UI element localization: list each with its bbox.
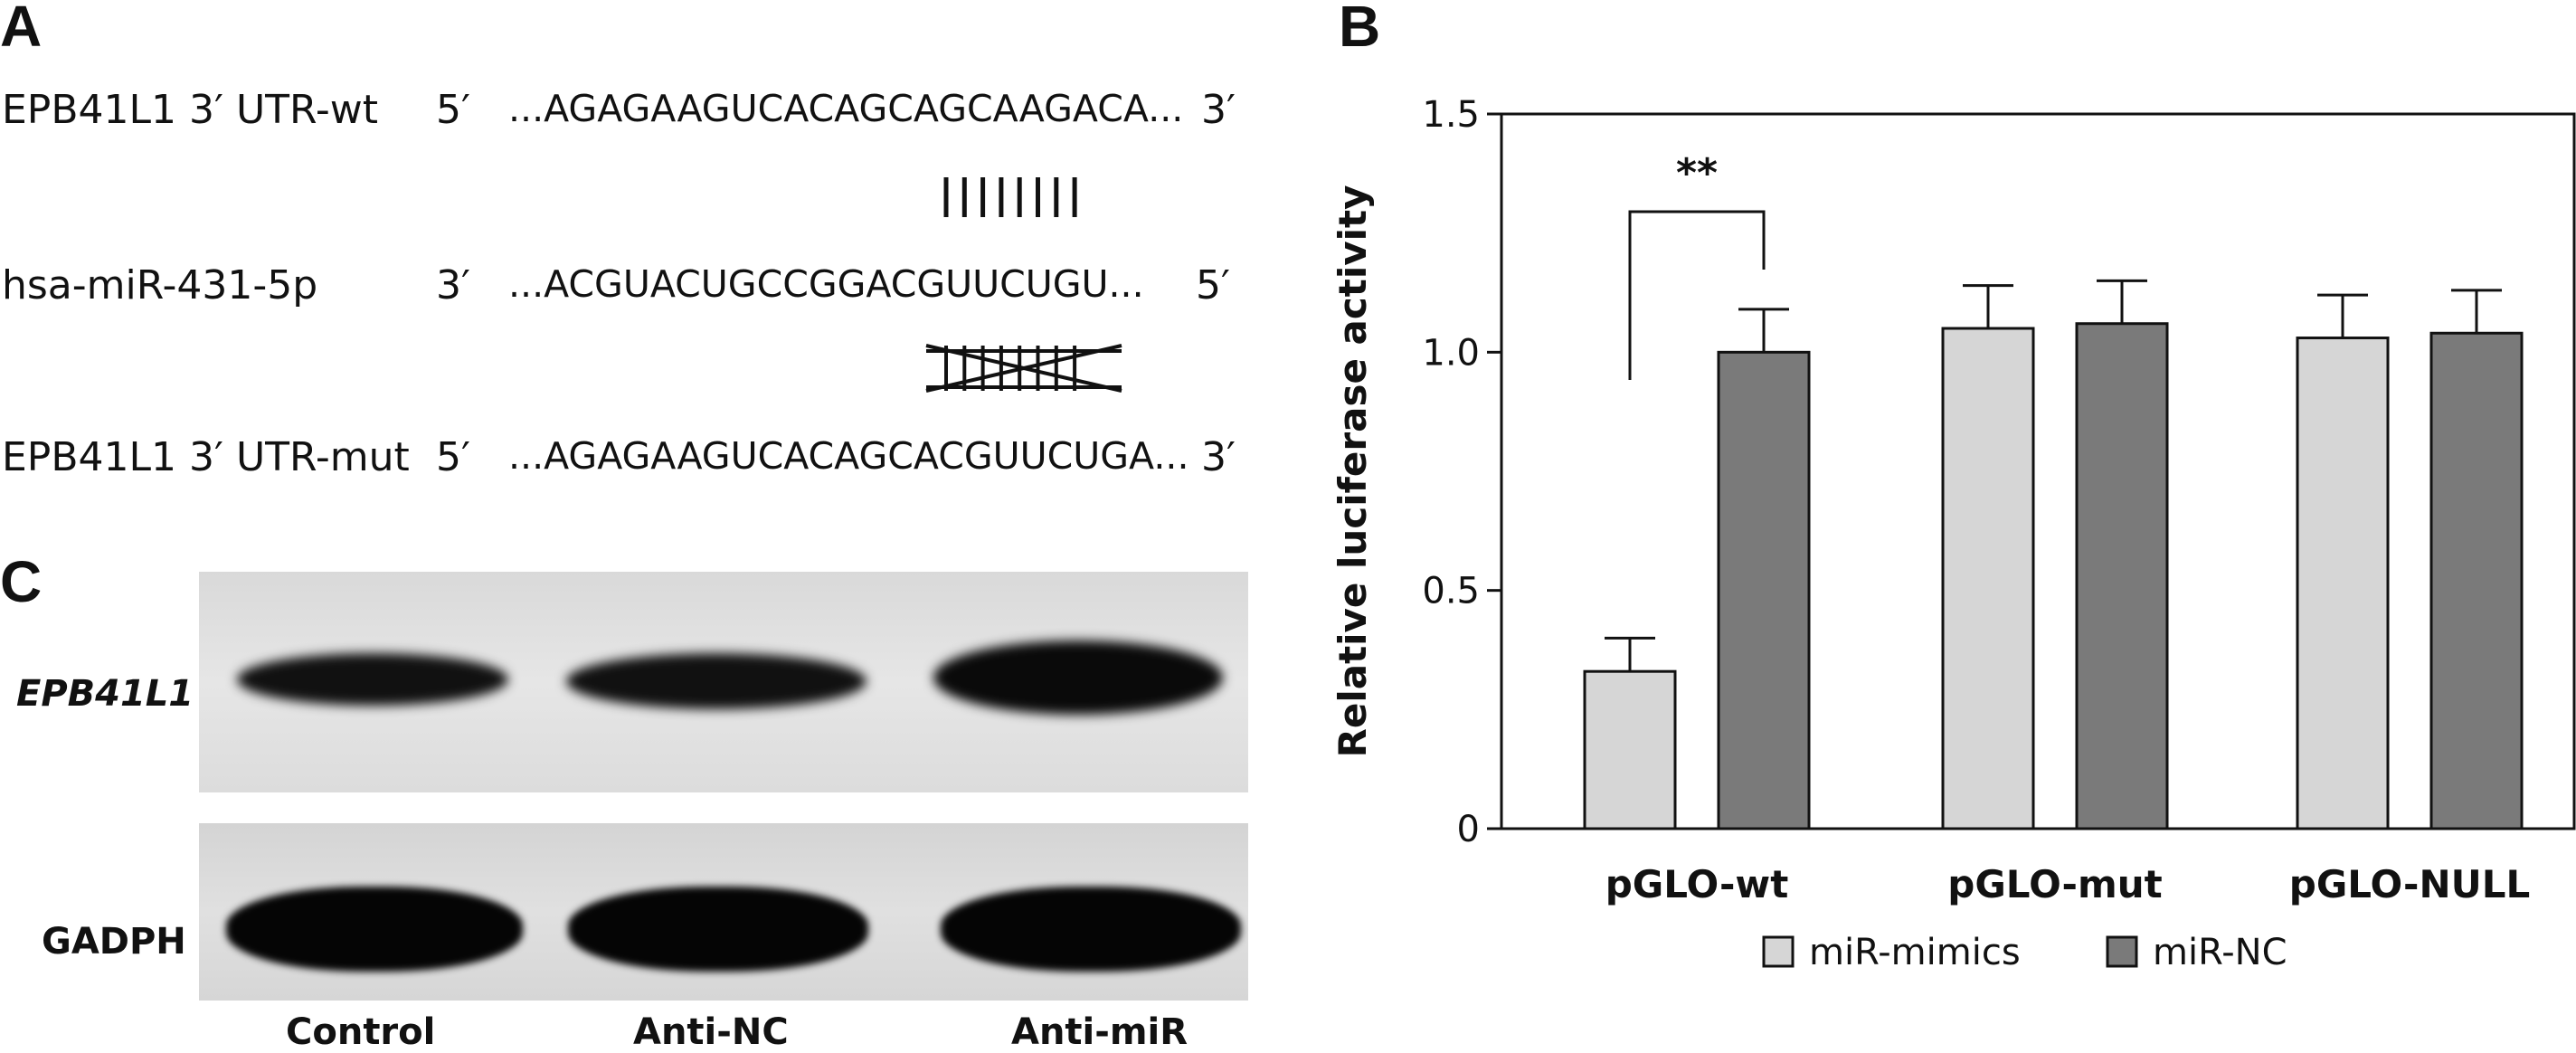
row-label-epb41l1: EPB41L1 <box>16 673 194 715</box>
y-tick-label: 1.0 <box>1422 332 1480 374</box>
x-tick-label: pGLO-NULL <box>2289 862 2531 906</box>
panel-label-b: B <box>1339 0 1381 59</box>
band-gadph-control <box>226 887 523 972</box>
lane-label-anti-nc: Anti-NC <box>633 1011 789 1053</box>
lane-label-anti-mir: Anti-miR <box>1011 1011 1189 1053</box>
panel-label-c: C <box>0 549 43 614</box>
chart-text: 0 0.5 1.0 1.5 Relative luciferase activity pG… <box>1331 94 2530 973</box>
mir-label: hsa-miR-431-5p <box>2 262 318 308</box>
mut-label: EPB41L1 3′ UTR-mut <box>2 434 410 480</box>
chart-bars <box>1583 210 2524 830</box>
bar <box>2075 322 2169 830</box>
bar <box>1717 350 1811 830</box>
x-tick-label: pGLO-wt <box>1605 862 1789 906</box>
mir-sequence: ...ACGUACUGCCGGACGUUCUGU... <box>508 262 1144 306</box>
band-epb41l1-control <box>237 653 508 706</box>
wt-end5: 5′ <box>436 87 470 133</box>
band-gadph-anti-mir <box>941 887 1241 972</box>
y-axis-label: Relative luciferase activity <box>1331 185 1375 758</box>
lane-label-control: Control <box>286 1011 436 1053</box>
wt-label: EPB41L1 3′ UTR-wt <box>2 87 378 133</box>
legend-swatch <box>1762 935 1795 968</box>
legend-swatch <box>2106 935 2138 968</box>
significance-label: ** <box>1676 150 1718 196</box>
panel-label-a: A <box>0 0 43 59</box>
mut-sequence: ...AGAGAAGUCACAGCACGUUCUGA... <box>508 434 1189 478</box>
legend-label: miR-NC <box>2153 932 2287 973</box>
row-label-gadph: GADPH <box>42 921 186 963</box>
significance-bracket <box>1628 210 1766 380</box>
wt-sequence: ...AGAGAAGUCACAGCAGCAAGACA... <box>508 87 1184 130</box>
legend-label: miR-mimics <box>1809 932 2021 973</box>
x-tick-label: pGLO-mut <box>1947 862 2162 906</box>
chart-axes <box>1487 112 2576 830</box>
plot-frame <box>1500 112 2576 830</box>
mut-end5: 5′ <box>436 434 470 480</box>
mut-end3: 3′ <box>1201 434 1236 480</box>
bar <box>1583 669 1677 830</box>
y-tick-label: 0.5 <box>1422 571 1480 612</box>
band-gadph-anti-nc <box>568 887 868 972</box>
bar <box>2296 337 2390 830</box>
bar <box>2429 331 2524 830</box>
band-epb41l1-anti-nc <box>566 653 867 709</box>
bar <box>1941 327 2035 830</box>
wt-end3: 3′ <box>1201 87 1236 133</box>
mir-end3: 3′ <box>436 262 470 308</box>
band-epb41l1-anti-mir <box>933 640 1223 715</box>
y-tick-label: 0 <box>1457 809 1480 850</box>
mir-end5: 5′ <box>1196 262 1230 308</box>
y-tick-label: 1.5 <box>1422 94 1480 136</box>
